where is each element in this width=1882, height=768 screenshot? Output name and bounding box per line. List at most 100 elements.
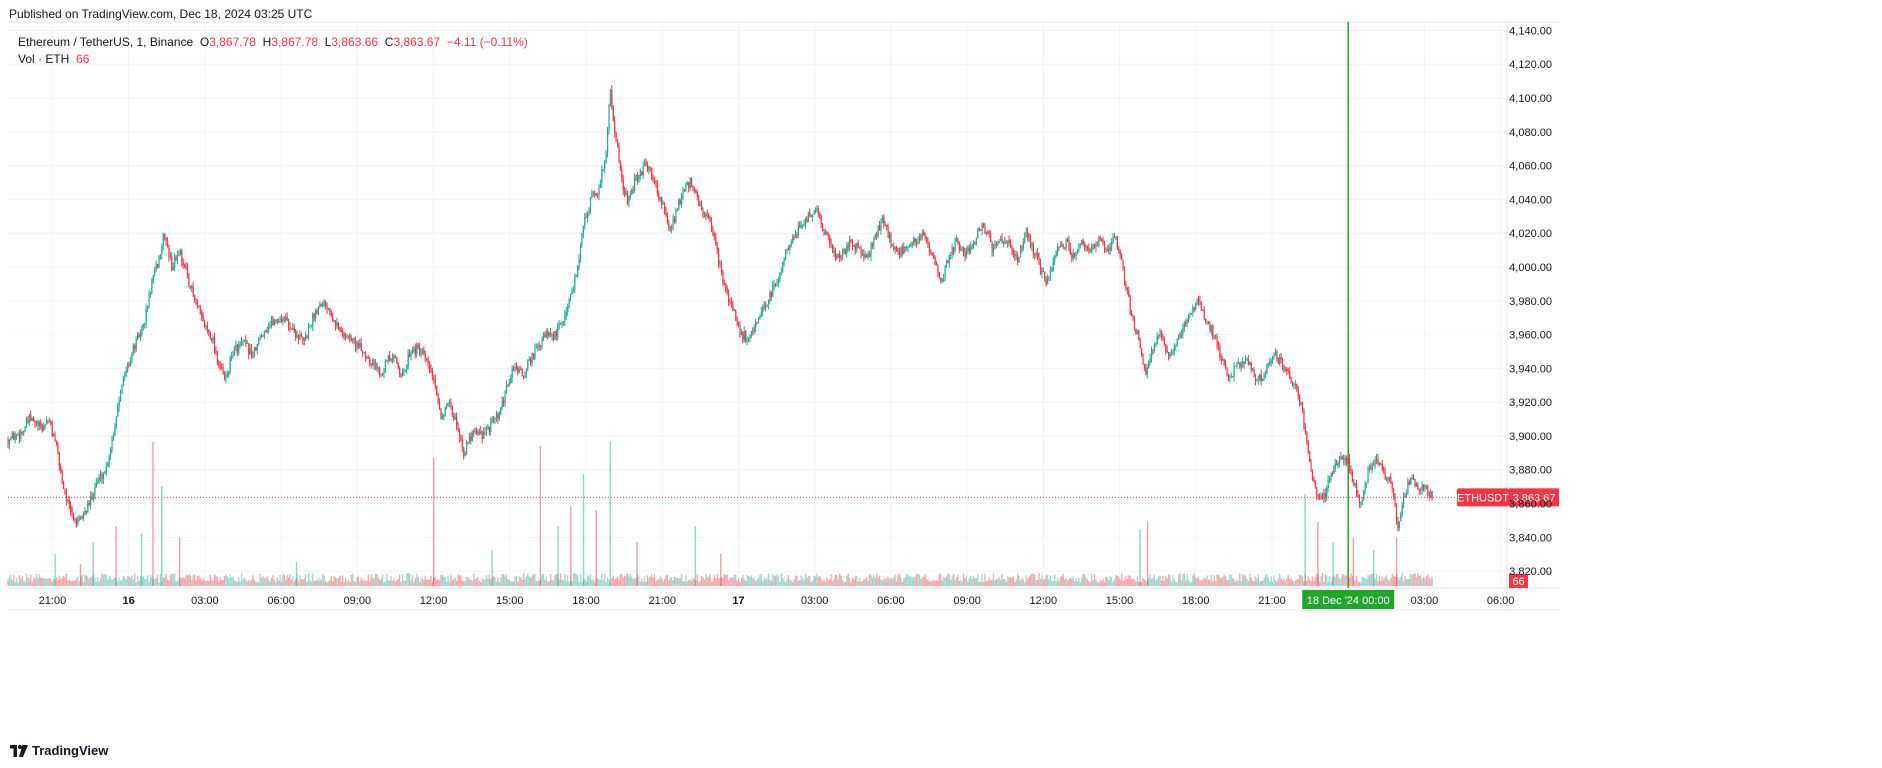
volume-bar <box>10 574 12 586</box>
volume-bar <box>646 575 649 586</box>
volume-bar <box>1284 580 1287 586</box>
volume-bar <box>107 579 109 586</box>
candle-body <box>859 247 861 249</box>
volume-bar <box>450 575 452 586</box>
volume-bar <box>60 578 62 586</box>
candle-body <box>346 337 348 339</box>
tradingview-logo-icon <box>10 744 28 757</box>
candle-body <box>560 323 562 325</box>
volume-bar <box>948 574 950 586</box>
volume-bar <box>1261 580 1264 586</box>
candle-body <box>806 219 808 222</box>
volume-bar <box>1411 574 1413 586</box>
candle-body <box>127 363 129 371</box>
volume-bar <box>1081 577 1083 586</box>
candle-body <box>1079 244 1082 245</box>
volume-bar <box>1306 580 1308 586</box>
volume-label[interactable]: Vol · ETH <box>18 52 70 66</box>
time-tick-label: 21:00 <box>39 595 67 607</box>
time-tick-label: 12:00 <box>420 595 448 607</box>
candle-body <box>625 192 627 195</box>
candle-body <box>869 253 871 257</box>
candle-body <box>780 271 782 273</box>
time-tick-label: 18:00 <box>1182 595 1210 607</box>
candle-body <box>67 499 69 501</box>
volume-bar <box>737 578 740 586</box>
volume-bar <box>58 575 60 586</box>
volume-bar <box>982 581 985 586</box>
volume-bar <box>766 577 768 586</box>
volume-bar <box>1316 573 1318 586</box>
candle-body <box>693 188 696 191</box>
candle-body <box>887 226 889 239</box>
candle-body <box>933 255 935 258</box>
volume-bar <box>1279 573 1281 586</box>
tradingview-logo[interactable]: TradingView <box>10 743 108 758</box>
volume-bar <box>816 573 818 586</box>
candle-body <box>1126 287 1129 291</box>
volume-bar <box>763 577 765 586</box>
candle-body <box>577 266 579 276</box>
candle-body <box>188 277 190 287</box>
volume-bar <box>1054 574 1056 586</box>
candle-body <box>165 237 167 242</box>
candle-body <box>514 366 516 370</box>
candle-body <box>1247 358 1250 365</box>
candle-body <box>1105 249 1107 251</box>
volume-bar <box>474 578 476 586</box>
volume-bar <box>591 580 593 586</box>
candle-body <box>960 249 962 251</box>
candle-body <box>1229 377 1231 379</box>
candle-body <box>191 286 193 288</box>
volume-bar <box>1274 580 1277 586</box>
candle-body <box>1414 479 1416 487</box>
candle-body <box>1340 456 1342 459</box>
volume-bar <box>632 578 634 586</box>
candle-body <box>401 370 404 377</box>
candle-body <box>70 504 72 512</box>
candle-body <box>1066 239 1069 241</box>
volume-spike-bar <box>1139 530 1141 586</box>
candle-body <box>162 233 164 247</box>
volume-bar <box>1281 580 1284 586</box>
volume-bar <box>548 581 550 586</box>
volume-bar <box>1001 574 1003 586</box>
volume-bar <box>373 578 375 586</box>
candle-body <box>1232 376 1234 378</box>
volume-bar <box>735 574 737 586</box>
candle-body <box>893 245 895 249</box>
volume-bar <box>1052 581 1054 586</box>
candle-body <box>327 308 330 310</box>
candle-body <box>166 241 169 245</box>
candle-body <box>231 355 233 358</box>
symbol-title[interactable]: Ethereum / TetherUS, 1, Binance <box>18 35 194 49</box>
candle-body <box>857 243 859 248</box>
volume-bar <box>353 580 355 586</box>
last-price-label: 3,863.67 <box>1513 492 1556 504</box>
candle-body <box>870 244 872 257</box>
volume-bar <box>334 577 337 586</box>
volume-bar <box>400 581 402 586</box>
candle-body <box>728 292 730 302</box>
volume-bar <box>673 576 676 586</box>
candle-body <box>134 345 136 350</box>
volume-bar <box>897 575 899 586</box>
volume-bar <box>426 579 428 586</box>
candle-body <box>290 329 293 330</box>
candle-body <box>1390 476 1392 484</box>
volume-bar <box>82 581 85 586</box>
candle-body <box>555 331 557 337</box>
volume-bar <box>759 574 761 586</box>
candle-body <box>1031 243 1033 247</box>
candle-body <box>144 323 146 325</box>
volume-bar <box>268 579 270 586</box>
candle-body <box>540 344 542 347</box>
candle-body <box>725 284 727 288</box>
candle-body <box>139 334 142 338</box>
candle-body <box>985 231 988 234</box>
price-tick-label: 4,140.00 <box>1509 25 1552 37</box>
ohlc-row: Ethereum / TetherUS, 1, Binance O3,867.7… <box>18 34 528 51</box>
volume-spike-bar <box>92 542 94 586</box>
candle-body <box>504 390 506 403</box>
